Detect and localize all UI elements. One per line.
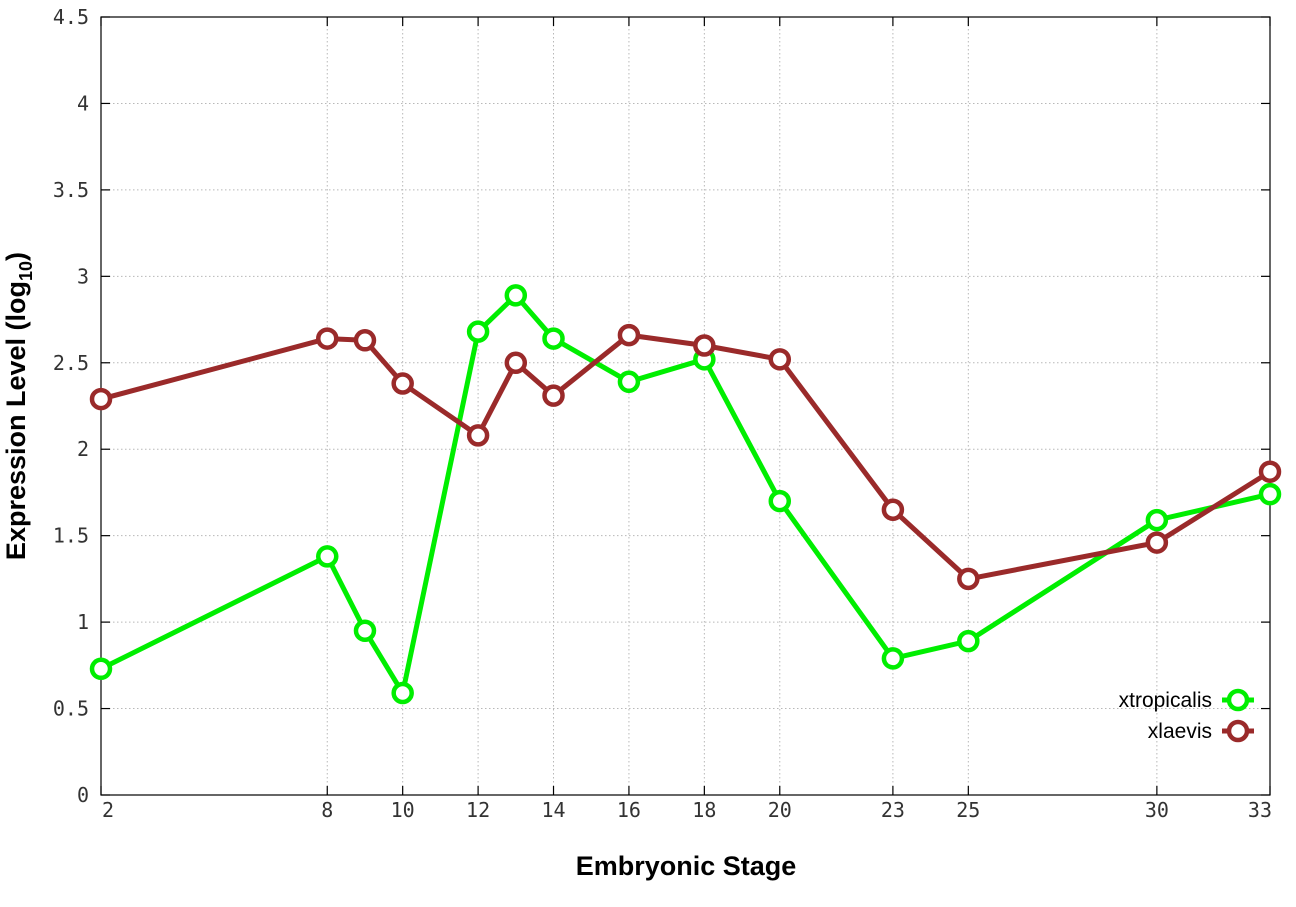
legend-marker-xlaevis	[1226, 719, 1250, 743]
data-point-xtropicalis	[316, 545, 339, 568]
data-point-xtropicalis	[504, 284, 528, 307]
data-point-xlaevis	[391, 372, 414, 395]
y-tick-label: 4	[77, 91, 89, 115]
series-line-xlaevis	[100, 332, 1272, 582]
x-tick-label: 2	[102, 798, 114, 822]
x-tick-label: 25	[956, 798, 980, 822]
y-tick-label: 1	[77, 610, 89, 634]
data-point-xtropicalis	[768, 489, 792, 513]
y-tick-label: 0	[77, 783, 89, 807]
data-point-xlaevis	[316, 327, 339, 350]
x-tick-label: 23	[881, 798, 905, 822]
data-point-xtropicalis	[881, 647, 905, 670]
data-point-xtropicalis	[1258, 482, 1282, 506]
axis-ticks: 0 0.5 1 1.5 2 2.5 3 3.5 4 4.5 2 8 10 12 14 16 18 20 23 25 30…	[53, 5, 1272, 822]
x-tick-label: 18	[692, 798, 716, 822]
data-point-xtropicalis	[617, 370, 641, 394]
data-point-xlaevis	[353, 329, 377, 352]
data-point-xlaevis	[693, 334, 716, 357]
x-tick-label: 16	[617, 798, 641, 822]
x-tick-label: 14	[541, 798, 565, 822]
data-point-xlaevis	[89, 387, 113, 411]
x-tick-label: 12	[466, 798, 490, 822]
grid-lines	[101, 17, 1270, 795]
data-point-xlaevis	[768, 348, 792, 371]
data-point-xtropicalis	[353, 619, 377, 643]
y-tick-label: 3	[77, 264, 89, 288]
x-axis-title: Embryonic Stage	[576, 851, 797, 881]
x-tick-label: 8	[321, 798, 333, 822]
data-point-xlaevis	[957, 567, 980, 591]
data-point-xtropicalis	[466, 320, 490, 343]
series-lines	[89, 284, 1282, 705]
data-point-xlaevis	[504, 351, 528, 375]
plot-frame	[100, 16, 1271, 796]
x-tick-label: 30	[1145, 798, 1169, 822]
y-axis-title-subscript: 10	[16, 261, 36, 281]
y-tick-label: 2.5	[53, 351, 89, 375]
x-tick-label: 33	[1248, 798, 1272, 822]
data-point-xlaevis	[881, 498, 905, 521]
data-point-xlaevis	[466, 424, 490, 447]
y-axis-title-suffix: )	[1, 252, 31, 261]
data-point-xlaevis	[542, 384, 565, 407]
y-axis-title-main: Expression Level (log	[1, 281, 31, 560]
data-point-xtropicalis	[89, 657, 113, 681]
legend: xtropicalis xlaevis	[1119, 688, 1254, 743]
data-point-xtropicalis	[391, 681, 414, 705]
legend-label-xlaevis: xlaevis	[1148, 720, 1212, 743]
y-axis-title: Expression Level (log10)	[1, 252, 36, 560]
data-point-xlaevis	[1258, 460, 1282, 483]
y-tick-label: 1.5	[53, 524, 89, 548]
data-point-xtropicalis	[957, 629, 980, 653]
data-point-xtropicalis	[1145, 508, 1169, 532]
y-tick-label: 3.5	[53, 178, 89, 202]
data-point-xlaevis	[617, 323, 641, 347]
y-tick-label: 4.5	[53, 5, 89, 29]
legend-label-xtropicalis: xtropicalis	[1119, 689, 1212, 712]
y-tick-label: 2	[77, 437, 89, 461]
x-tick-label: 20	[768, 798, 792, 822]
series-line-xtropicalis	[99, 292, 1271, 696]
y-tick-label: 0.5	[53, 697, 89, 721]
legend-marker-xtropicalis	[1226, 688, 1250, 712]
data-point-xtropicalis	[542, 327, 565, 350]
x-tick-label: 10	[391, 798, 415, 822]
data-point-xlaevis	[1145, 531, 1169, 554]
